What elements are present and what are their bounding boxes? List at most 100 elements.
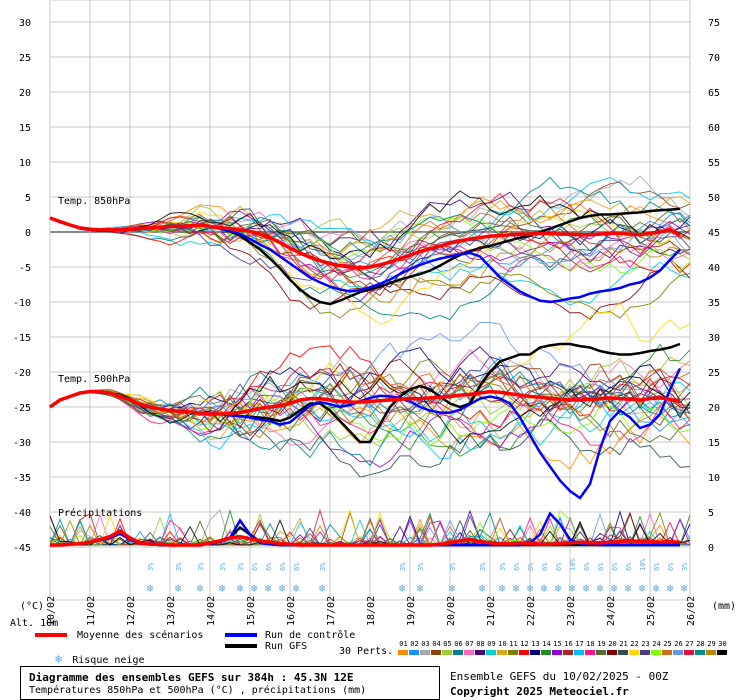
perturbation-swatch xyxy=(618,650,628,655)
perturbation-number: 28 xyxy=(696,640,705,648)
left-tick-label: -10 xyxy=(13,298,31,309)
perturbation-number: 20 xyxy=(608,640,617,648)
perturbation-swatch xyxy=(508,650,518,655)
perturbation-number: 13 xyxy=(531,640,540,648)
right-tick-label: 40 xyxy=(708,263,720,274)
date-label: 11/02 xyxy=(86,596,97,626)
right-tick-label: 35 xyxy=(708,298,720,309)
date-label: 26/02 xyxy=(686,596,697,626)
perturbation-key: 17 xyxy=(574,640,585,655)
perturbation-swatch xyxy=(651,650,661,655)
snow-risk-label: 3% xyxy=(147,562,155,571)
snowflake-icon: ❄ xyxy=(653,582,660,595)
left-tick-label: -45 xyxy=(13,543,31,554)
perturbation-number: 19 xyxy=(597,640,606,648)
perturbation-key: 04 xyxy=(431,640,442,655)
date-label: 23/02 xyxy=(566,596,577,626)
right-tick-label: 65 xyxy=(708,88,720,99)
perturbation-swatch xyxy=(497,650,507,655)
perturbation-key: 06 xyxy=(453,640,464,655)
left-tick-label: -5 xyxy=(19,263,31,274)
perturbation-swatch xyxy=(519,650,529,655)
perturbation-swatch xyxy=(475,650,485,655)
perturbation-number: 01 xyxy=(399,640,408,648)
perturbation-number: 09 xyxy=(487,640,496,648)
member-t850-line xyxy=(49,217,691,321)
date-label: 22/02 xyxy=(526,596,537,626)
snowflake-icon: ❄ xyxy=(555,582,562,595)
left-tick-label: -35 xyxy=(13,473,31,484)
snow-risk-label: 3% xyxy=(237,562,245,571)
perturbation-key: 26 xyxy=(673,640,684,655)
perturbation-swatch xyxy=(717,650,727,655)
snowflake-icon: ❄ xyxy=(293,582,300,595)
snowflake-icon: ❄ xyxy=(449,582,456,595)
perturbation-key: 19 xyxy=(596,640,607,655)
legend-gfs: Run GFS xyxy=(225,641,307,652)
chart-info-box: Diagramme des ensembles GEFS sur 384h : … xyxy=(20,666,440,700)
perturbation-key: 02 xyxy=(409,640,420,655)
member-t500-line xyxy=(49,355,691,417)
perturbation-swatch xyxy=(706,650,716,655)
mean-precip-line xyxy=(50,528,681,547)
perturbation-number: 05 xyxy=(443,640,452,648)
perturbation-swatch xyxy=(530,650,540,655)
snowflake-icon: ❄ xyxy=(55,652,63,666)
snowflake-icon: ❄ xyxy=(513,582,520,595)
perturbation-number: 14 xyxy=(542,640,551,648)
perturbation-number: 22 xyxy=(630,640,639,648)
perturbation-swatch xyxy=(552,650,562,655)
mean-t850-line xyxy=(49,216,681,270)
right-tick-label: 20 xyxy=(708,403,720,414)
perturbation-key: 27 xyxy=(684,640,695,655)
snow-risk-label: 3% xyxy=(449,562,457,571)
perturbation-key: 01 xyxy=(398,640,409,655)
snow-risk-label: 6% xyxy=(555,562,563,571)
date-label: 10/02 xyxy=(46,596,57,626)
left-tick-label: 20 xyxy=(19,88,31,99)
perturbation-number: 24 xyxy=(652,640,661,648)
perturbation-key: 07 xyxy=(464,640,475,655)
perturbation-swatch xyxy=(442,650,452,655)
left-tick-label: 10 xyxy=(19,158,31,169)
left-tick-label: 0 xyxy=(25,228,31,239)
snow-risk-label: 3% xyxy=(479,562,487,571)
legend-perts-label: 30 Perts. xyxy=(339,646,394,657)
snow-risk-label: 6% xyxy=(597,562,605,571)
date-label: 16/02 xyxy=(286,596,297,626)
snowflake-icon: ❄ xyxy=(175,582,182,595)
perturbation-swatch xyxy=(420,650,430,655)
member-t500-line xyxy=(49,375,691,445)
perturbation-swatch xyxy=(640,650,650,655)
perturbation-key: 05 xyxy=(442,640,453,655)
perturbation-number: 12 xyxy=(520,640,529,648)
snow-risk-label: 3% xyxy=(219,562,227,571)
left-tick-label: 5 xyxy=(25,193,31,204)
snowflake-icon: ❄ xyxy=(681,582,688,595)
left-tick-label: 25 xyxy=(19,53,31,64)
snow-risk-label: 3% xyxy=(319,562,327,571)
date-label: 15/02 xyxy=(246,596,257,626)
perturbation-number: 27 xyxy=(685,640,694,648)
snow-risk-label: 6% xyxy=(611,562,619,571)
run-info: Ensemble GEFS du 10/02/2025 - 00Z xyxy=(450,670,669,683)
snowflake-icon: ❄ xyxy=(667,582,674,595)
perturbation-number: 15 xyxy=(553,640,562,648)
perturbation-number: 07 xyxy=(465,640,474,648)
right-tick-label: 50 xyxy=(708,193,720,204)
snowflake-icon: ❄ xyxy=(569,582,576,595)
perturbation-number: 06 xyxy=(454,640,463,648)
perturbation-swatch xyxy=(409,650,419,655)
snow-risk-label: 3% xyxy=(499,562,507,571)
date-label: 19/02 xyxy=(406,596,417,626)
perturbation-number: 16 xyxy=(564,640,573,648)
perturbation-number: 29 xyxy=(707,640,716,648)
date-label: 18/02 xyxy=(366,596,377,626)
snow-risk-label: 6% xyxy=(583,562,591,571)
snowflake-icon: ❄ xyxy=(527,582,534,595)
perturbation-key: 09 xyxy=(486,640,497,655)
perturbation-swatch xyxy=(541,650,551,655)
legend-gfs-swatch xyxy=(225,644,257,648)
perturbation-swatch xyxy=(607,650,617,655)
